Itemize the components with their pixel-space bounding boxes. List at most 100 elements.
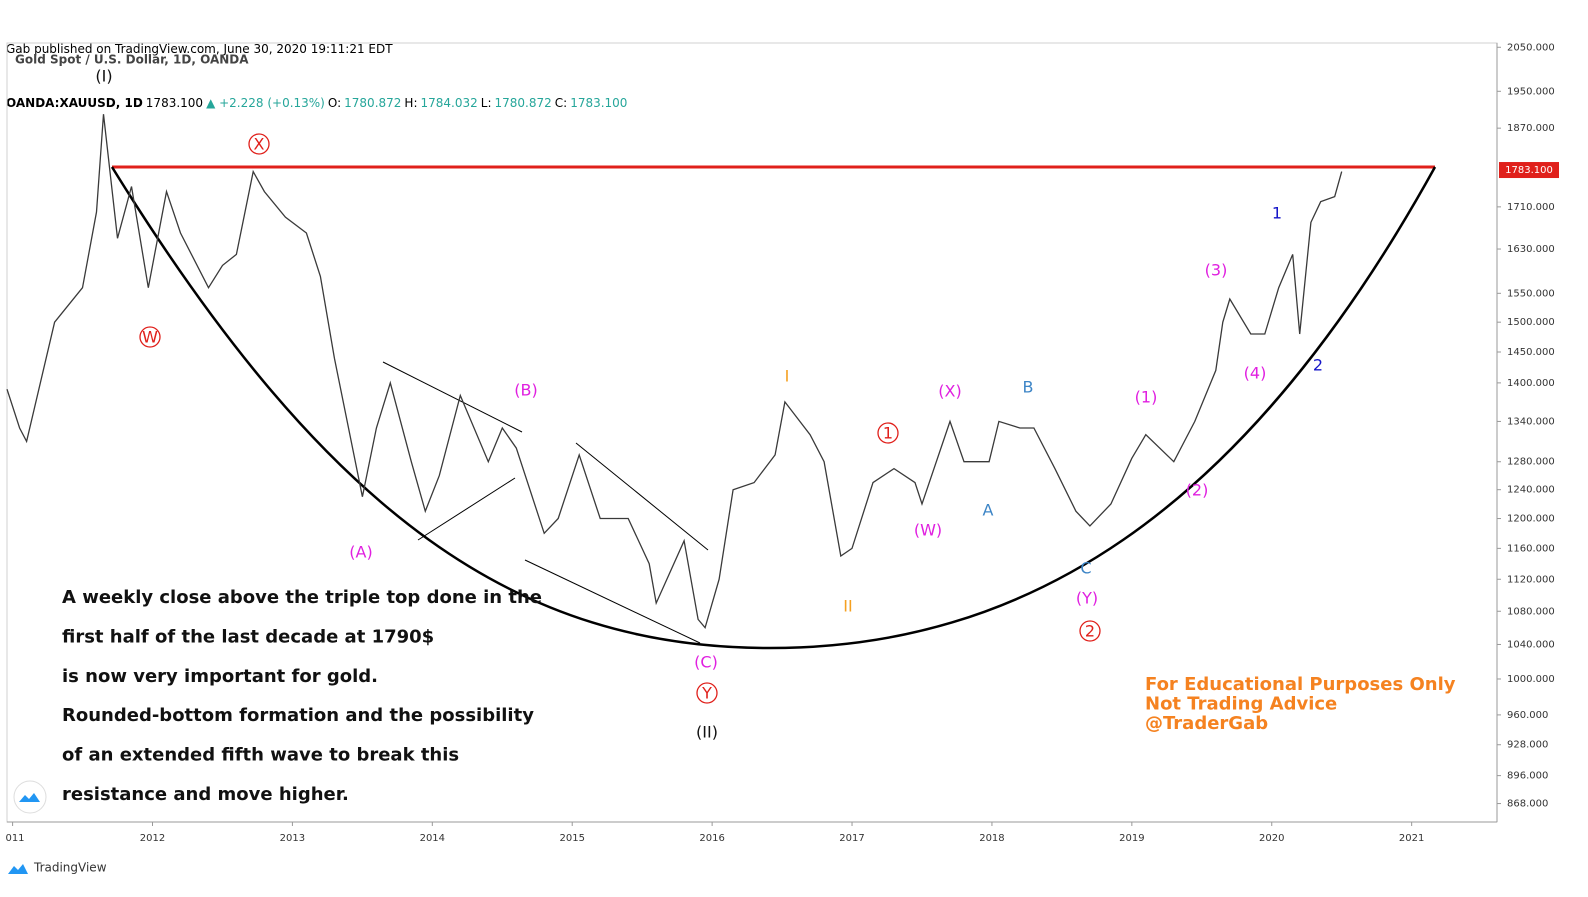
- last-price-label: 1783.100: [1505, 165, 1553, 176]
- y-tick-label: 1870.000: [1507, 123, 1555, 134]
- y-tick-label: 1000.000: [1507, 674, 1555, 685]
- x-tick-label: 2019: [1119, 833, 1144, 844]
- symbol-field: ▲ +2.228 (+0.13%): [206, 96, 325, 110]
- y-tick-label: 1340.000: [1507, 416, 1555, 427]
- note-line: of an extended fifth wave to break this: [62, 745, 459, 766]
- symbol-field: 1783.100: [145, 96, 204, 110]
- y-tick-label: 928.000: [1507, 740, 1548, 751]
- wave-label: 2: [1085, 622, 1095, 641]
- trend-line: [417, 477, 516, 541]
- wave-label: (X): [938, 382, 961, 401]
- price-line: [6, 114, 1343, 630]
- wave-label: 1: [1272, 204, 1282, 223]
- x-tick-label: 2012: [140, 833, 165, 844]
- symbol-field: 1784.032: [420, 96, 478, 110]
- wave-label: B: [1023, 378, 1034, 397]
- y-tick-label: 1120.000: [1507, 574, 1555, 585]
- wave-label: I: [785, 367, 790, 386]
- disclaimer-line: For Educational Purposes Only: [1145, 674, 1456, 695]
- y-tick-label: 1710.000: [1507, 202, 1555, 213]
- x-tick-label: 2020: [1259, 833, 1284, 844]
- wave-label: (B): [514, 381, 537, 400]
- logo-circle[interactable]: [13, 780, 47, 814]
- tradingview-badge[interactable]: [13, 780, 47, 814]
- wave-label: II: [843, 597, 852, 616]
- y-tick-label: 1500.000: [1507, 317, 1555, 328]
- drawings: [110, 165, 1437, 650]
- wave-label: C: [1080, 559, 1091, 578]
- x-tick-label: 2018: [979, 833, 1004, 844]
- y-tick-label: 1040.000: [1507, 639, 1555, 650]
- y-tick-label: 1550.000: [1507, 288, 1555, 299]
- y-tick-label: 960.000: [1507, 710, 1548, 721]
- wave-circle: [139, 326, 161, 348]
- disclaimer-line: Not Trading Advice: [1145, 694, 1337, 715]
- symbol-field: 1780.872: [344, 96, 402, 110]
- y-tick-label: 1630.000: [1507, 244, 1555, 255]
- disclaimer-line: @TraderGab: [1145, 713, 1268, 734]
- symbol-field: L:: [480, 96, 492, 110]
- symbol-field: H:: [404, 96, 418, 110]
- wave-circle: [1079, 620, 1101, 642]
- x-tick-label: 2021: [1399, 833, 1424, 844]
- symbol-field: OANDA:XAUUSD, 1D: [6, 96, 143, 110]
- x-tick-label: 011: [5, 833, 24, 844]
- trend-line: [575, 442, 709, 551]
- y-tick-label: 2050.000: [1507, 42, 1555, 53]
- symbol-line: OANDA:XAUUSD, 1D 1783.100 ▲ +2.228 (+0.13%…: [6, 94, 630, 112]
- wave-circle: [696, 682, 718, 704]
- wave-label: W: [142, 328, 158, 347]
- y-tick-label: 1950.000: [1507, 86, 1555, 97]
- logo-mark[interactable]: [19, 793, 40, 802]
- symbol-field: 1780.872: [494, 96, 552, 110]
- note-line: resistance and move higher.: [62, 784, 349, 805]
- wave-label: (4): [1244, 364, 1267, 383]
- wave-circle: [248, 133, 270, 155]
- trend-line: [382, 361, 523, 433]
- y-tick-label: 1200.000: [1507, 514, 1555, 525]
- trend-line: [524, 559, 701, 644]
- x-tick-label: 2013: [280, 833, 305, 844]
- header: Gab published on TradingView.com, June 3…: [6, 4, 630, 130]
- wave-label: (W): [914, 521, 942, 540]
- wave-label: (A): [349, 543, 372, 562]
- wave-label: (2): [1186, 481, 1209, 500]
- chart-title: Gold Spot / U.S. Dollar, 1D, OANDA: [15, 53, 249, 67]
- y-tick-label: 896.000: [1507, 771, 1548, 782]
- y-tick-label: 1080.000: [1507, 606, 1555, 617]
- note-line: Rounded-bottom formation and the possibi…: [62, 705, 534, 726]
- y-tick-label: 1240.000: [1507, 485, 1555, 496]
- wave-label: A: [983, 501, 994, 520]
- symbol-field: 1783.100: [570, 96, 628, 110]
- wave-label: (C): [694, 653, 718, 672]
- x-tick-label: 2015: [559, 833, 584, 844]
- symbol-field: O:: [327, 96, 342, 110]
- y-tick-label: 868.000: [1507, 799, 1548, 810]
- wave-label: 1: [883, 424, 893, 443]
- x-tick-label: 2016: [699, 833, 724, 844]
- wave-label: (I): [95, 67, 112, 86]
- wave-label: (3): [1205, 261, 1228, 280]
- publish-line: Gab published on TradingView.com, June 3…: [6, 42, 393, 56]
- y-tick-label: 1400.000: [1507, 378, 1555, 389]
- y-tick-label: 1160.000: [1507, 543, 1555, 554]
- wave-label: X: [254, 135, 265, 154]
- footer-logo: [8, 864, 28, 874]
- x-tick-label: 2017: [839, 833, 864, 844]
- footer-brand: TradingView: [33, 861, 107, 875]
- wave-label: 2: [1313, 356, 1323, 375]
- symbol-field: C:: [554, 96, 568, 110]
- rounded-bottom-curve: [110, 166, 1437, 650]
- wave-circle: [877, 422, 899, 444]
- note-line: is now very important for gold.: [62, 666, 378, 687]
- wave-label: (Y): [1076, 589, 1098, 608]
- y-tick-label: 1450.000: [1507, 347, 1555, 358]
- note-line: first half of the last decade at 1790$: [62, 626, 434, 647]
- last-price-tag: [1499, 162, 1559, 179]
- y-tick-label: 1280.000: [1507, 457, 1555, 468]
- x-tick-label: 2014: [420, 833, 445, 844]
- wave-label: (1): [1135, 388, 1158, 407]
- note-line: A weekly close above the triple top done…: [62, 587, 542, 608]
